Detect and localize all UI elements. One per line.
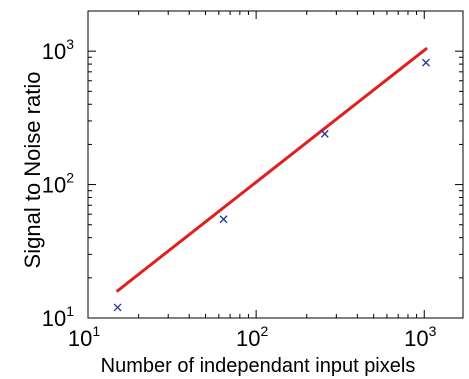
data-point-marker <box>113 303 122 312</box>
y-tick-labels: 101 102 103 <box>42 36 74 331</box>
data-point-marker <box>421 58 430 67</box>
x-tick-label: 103 <box>404 323 436 351</box>
x-tick-labels: 101 102 103 <box>68 323 437 351</box>
x-tick-label: 101 <box>68 323 100 351</box>
plot-marks <box>113 47 430 312</box>
y-tick-label: 101 <box>42 303 74 331</box>
axis-ticks <box>87 10 463 319</box>
data-point-marker <box>320 129 329 138</box>
y-tick-label: 102 <box>42 170 74 198</box>
x-axis-label: Number of independant input pixels <box>101 355 416 377</box>
fit-line <box>116 47 428 293</box>
y-tick-label: 103 <box>42 36 74 64</box>
plot-frame <box>87 10 464 319</box>
x-tick-label: 102 <box>236 323 268 351</box>
data-point-marker <box>219 215 228 224</box>
y-axis-label: Signal to Noise ratio <box>20 72 45 269</box>
